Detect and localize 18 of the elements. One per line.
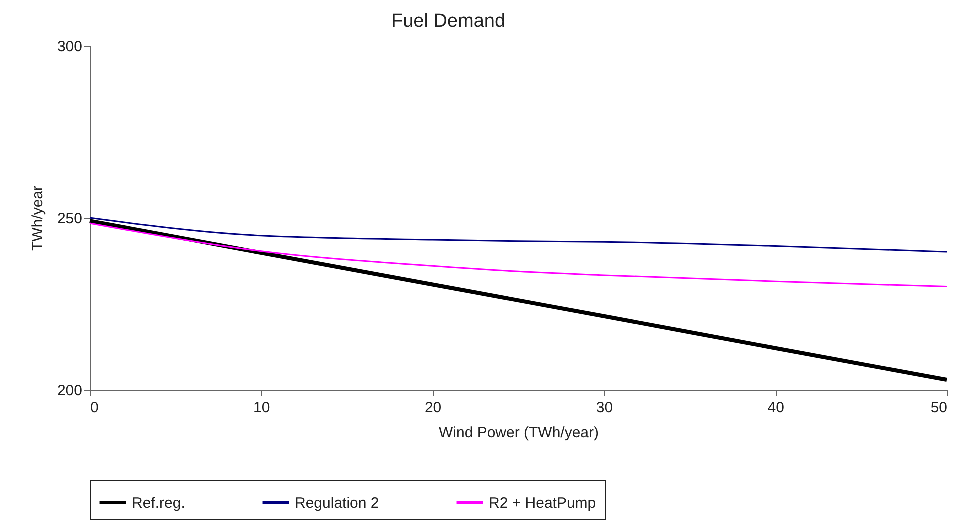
x-tick-label: 20 bbox=[424, 400, 442, 416]
legend-label: Regulation 2 bbox=[295, 495, 380, 512]
x-tick-label: 50 bbox=[930, 400, 948, 416]
x-tick-label: 0 bbox=[90, 400, 99, 416]
y-tick-label: 250 bbox=[57, 210, 82, 228]
y-tick-label: 200 bbox=[57, 382, 82, 400]
line-series bbox=[88, 219, 949, 382]
y-tick-label: 300 bbox=[57, 38, 82, 56]
x-tick-label: 10 bbox=[254, 400, 270, 416]
line-series bbox=[89, 217, 948, 253]
x-tick-label: 30 bbox=[596, 400, 614, 416]
legend-label: Ref.reg. bbox=[132, 495, 186, 512]
x-tick-label: 40 bbox=[768, 400, 784, 416]
x-axis-title: Wind Power (TWh/year) bbox=[438, 424, 600, 442]
legend-label: R2 + HeatPump bbox=[489, 495, 596, 512]
y-axis-title: TWh/year bbox=[29, 186, 46, 252]
line-series bbox=[89, 222, 948, 288]
chart-title: Fuel Demand bbox=[391, 11, 506, 32]
